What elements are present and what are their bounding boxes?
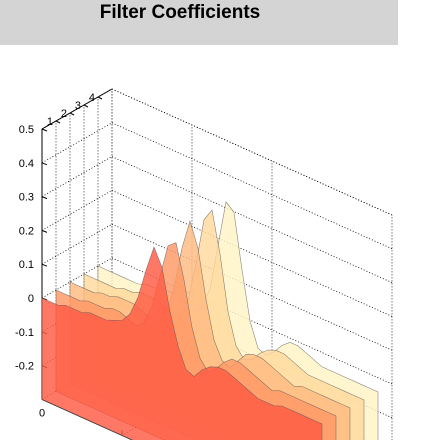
z-grid-back-7 — [111, 88, 393, 216]
waterfall-slice-0 — [41, 246, 323, 440]
z-grid-left-4 — [41, 190, 113, 231]
z-tick-4 — [41, 229, 48, 233]
z-grid-back-4 — [111, 190, 393, 317]
z-tick-3 — [41, 263, 48, 267]
z-tick-label: 0.4 — [19, 158, 34, 170]
z-tick-label: 0 — [28, 293, 34, 305]
x-tick-label: 0 — [39, 407, 45, 419]
z-tick-label: 0.5 — [19, 124, 34, 136]
z-tick-5 — [41, 196, 48, 200]
z-grid-back-6 — [111, 122, 393, 250]
z-tick-label: 0.3 — [19, 192, 34, 204]
y-tick-0 — [55, 120, 61, 124]
z-grid-back-5 — [111, 156, 393, 283]
z-tick-label: -0.1 — [15, 327, 34, 339]
y-tick-1 — [69, 112, 75, 116]
z-tick-label: 0.2 — [19, 225, 34, 237]
y-axis — [41, 88, 113, 130]
z-tick-7 — [41, 128, 48, 132]
z-tick-label: 0.1 — [19, 259, 34, 271]
z-grid-left-6 — [41, 122, 113, 164]
z-grid-left-3 — [41, 223, 113, 265]
z-tick-6 — [41, 162, 48, 166]
y-tick-label: 2 — [61, 108, 67, 120]
y-tick-2 — [83, 104, 89, 108]
y-tick-label: 4 — [89, 92, 95, 104]
y-tick-3 — [97, 96, 103, 100]
y-tick-label: 3 — [75, 100, 81, 112]
chart-title: Filter Coefficients — [99, 2, 261, 23]
z-grid-left-5 — [41, 156, 113, 197]
title-bar — [0, 0, 398, 45]
z-grid-back-3 — [111, 223, 393, 351]
y-tick-label: 1 — [47, 116, 53, 128]
z-tick-label: -0.2 — [15, 361, 34, 373]
